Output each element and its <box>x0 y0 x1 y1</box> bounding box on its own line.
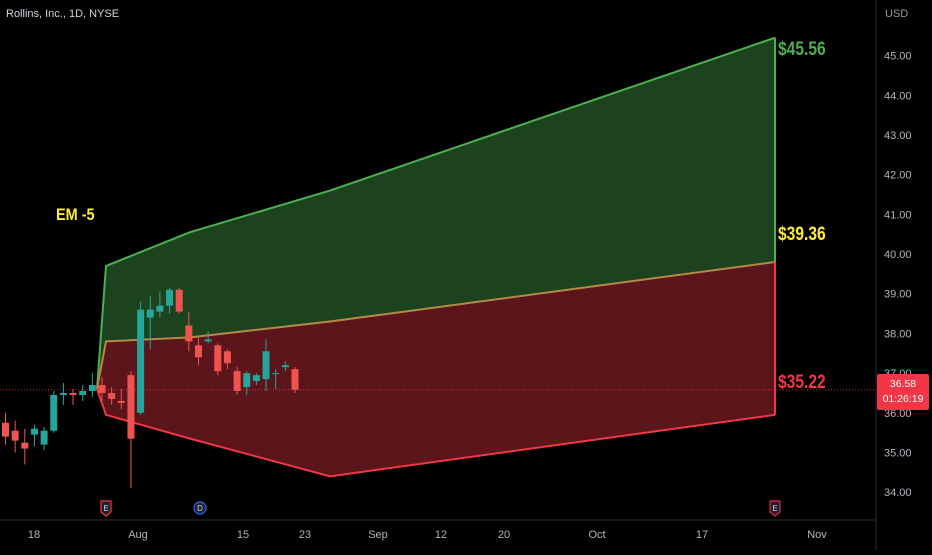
candle-body <box>11 430 19 441</box>
dividend-marker-shape <box>193 501 207 515</box>
time-axis-tick: Sep <box>368 529 388 541</box>
candle-body <box>156 305 164 312</box>
price-axis-tick: 42.00 <box>884 170 912 182</box>
time-axis[interactable]: 18 Aug 15 23 Sep 12 20 Oct 17 Nov <box>28 529 827 541</box>
candle-body <box>21 442 29 449</box>
candle-body <box>69 392 77 395</box>
candle-body <box>175 289 183 312</box>
candle-body <box>252 375 260 382</box>
price-axis-tick: 39.00 <box>884 289 912 301</box>
candle-body <box>127 375 135 439</box>
bar-countdown: 01:26:19 <box>882 393 924 405</box>
mid-level-label: $39.36 <box>778 224 826 245</box>
candle-body <box>195 345 202 358</box>
candlestick-series <box>2 287 299 489</box>
lower-band-fill <box>97 261 775 477</box>
time-axis-tick: Aug <box>128 529 148 541</box>
last-price-tag: 36.58 01:26:19 <box>877 374 929 410</box>
event-marker-letter: D <box>197 504 203 513</box>
symbol-title[interactable]: Rollins, Inc., 1D, NYSE <box>6 8 120 20</box>
time-axis-tick: 18 <box>28 529 40 541</box>
candle-body <box>233 371 241 391</box>
price-axis-tick: 41.00 <box>884 209 912 221</box>
earnings-marker[interactable]: E <box>769 500 781 517</box>
candle-body <box>108 392 116 399</box>
candle-body <box>88 385 96 391</box>
candle-body <box>243 373 251 388</box>
candle-body <box>40 430 48 445</box>
candle-body <box>272 373 280 375</box>
time-axis-tick: 12 <box>435 529 447 541</box>
price-axis-tick: 44.00 <box>884 90 912 102</box>
lower-level-label: $35.22 <box>778 372 826 393</box>
candle-body <box>98 385 106 393</box>
candle-body <box>2 422 9 437</box>
time-axis-tick: Oct <box>588 529 605 541</box>
lower-band-line <box>96 388 776 478</box>
time-axis-tick: 17 <box>696 529 708 541</box>
time-axis-tick: 20 <box>498 529 510 541</box>
price-axis[interactable]: 34.0035.0036.0037.0038.0039.0040.0041.00… <box>884 51 912 500</box>
candle-body <box>214 345 222 372</box>
event-marker-letter: E <box>772 504 777 513</box>
price-axis-tick: 45.00 <box>884 51 912 63</box>
candle-body <box>291 369 299 390</box>
expected-move-bands <box>96 36 776 478</box>
expected-move-label: EM -5 <box>56 205 95 224</box>
price-axis-tick: 35.00 <box>884 448 912 460</box>
upper-band-fill <box>97 37 775 390</box>
currency-label: USD <box>885 8 909 20</box>
candle-body <box>262 351 270 380</box>
upper-band-line <box>96 36 776 390</box>
price-axis-tick: 36.00 <box>884 408 912 420</box>
time-axis-tick: 23 <box>299 529 311 541</box>
earnings-marker[interactable]: E <box>100 500 112 517</box>
candle-body <box>30 428 38 435</box>
price-axis-tick: 38.00 <box>884 328 912 340</box>
candle-body <box>117 400 125 403</box>
earnings-marker-shape <box>100 500 112 517</box>
candle-body <box>223 351 231 364</box>
candle-body <box>50 394 58 431</box>
time-axis-tick: 15 <box>237 529 249 541</box>
price-axis-tick: 34.00 <box>884 487 912 499</box>
candle-body <box>204 339 212 342</box>
candle-body <box>146 309 154 318</box>
price-axis-tick: 40.00 <box>884 249 912 261</box>
candle-body <box>79 390 87 395</box>
last-price-value: 36.58 <box>889 378 917 390</box>
time-axis-tick: Nov <box>807 529 827 541</box>
candle-body <box>137 309 145 413</box>
dividend-marker[interactable]: D <box>193 501 207 515</box>
price-axis-tick: 43.00 <box>884 130 912 142</box>
candle-body <box>59 392 67 395</box>
candle-body <box>281 365 289 368</box>
event-marker-letter: E <box>103 504 108 513</box>
upper-level-label: $45.56 <box>778 39 826 60</box>
candle-body <box>185 325 193 342</box>
candle-body <box>166 289 174 306</box>
earnings-marker-shape <box>769 500 781 517</box>
